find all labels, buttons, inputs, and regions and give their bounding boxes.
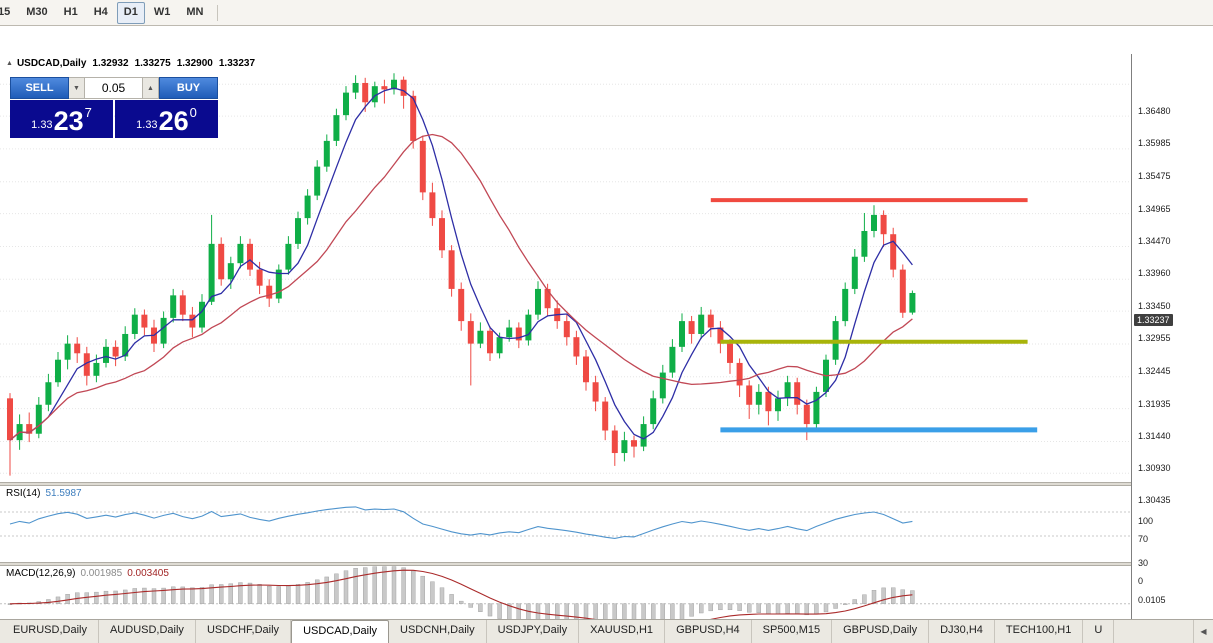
chart-low-value: 1.32900 [176, 58, 213, 69]
chart-high-value: 1.33275 [134, 58, 171, 69]
price-tick: 1.36480 [1138, 106, 1171, 117]
rsi-line [9, 506, 913, 539]
chart-header: ▲ USDCAD,Daily 1.32932 1.33275 1.32900 1.3323… [6, 58, 255, 69]
rsi-scale-tick: 70 [1138, 534, 1149, 544]
toolbar-separator [217, 4, 219, 21]
symbol-tab-usdjpy[interactable]: USDJPY,Daily [487, 620, 580, 643]
timeframe-button-h1[interactable]: H1 [63, 5, 78, 18]
symbol-tab-xauusd[interactable]: XAUUSD,H1 [579, 620, 666, 643]
price-tick: 1.30435 [1138, 495, 1171, 506]
price-tick: 1.33450 [1138, 301, 1171, 312]
chart-close-value: 1.33237 [218, 58, 256, 69]
timeframe-button-15[interactable]: 15 [0, 5, 11, 18]
chart-symbol-label: USDCAD,Daily [16, 58, 87, 69]
symbol-tab-list: EURUSD,Daily AUDUSD,Daily USDCHF,Daily USDC… [0, 620, 1213, 643]
timeframe-toolbar: 15 M30 H1 H4 D1 W1 MN [0, 0, 1213, 26]
chart-open-value: 1.32932 [92, 58, 129, 69]
price-gridlines [0, 83, 1131, 474]
symbol-tab-audusd[interactable]: AUDUSD,Daily [99, 620, 196, 643]
rsi-header: RSI(14) 51.5987 [6, 488, 82, 499]
volume-decrease-button[interactable]: ▼ [69, 77, 85, 99]
symbol-tab-dj30[interactable]: DJ30,H4 [929, 620, 995, 643]
macd-label: MACD(12,26,9) [6, 568, 76, 579]
symbol-tab-gbpusd[interactable]: GBPUSD,H4 [665, 620, 752, 643]
panel-splitter[interactable] [0, 482, 1213, 486]
tab-scroll-left-icon[interactable]: ◀ [1193, 620, 1213, 643]
buy-price-big: 26 [158, 106, 189, 137]
one-click-trade-panel: SELL ▼ ▲ BUY 1.33 23 7 1.33 26 0 [10, 77, 218, 138]
timeframe-button-d1[interactable]: D1 [116, 1, 145, 24]
panel-splitter[interactable] [0, 562, 1213, 566]
timeframe-button-h4[interactable]: H4 [93, 5, 108, 18]
buy-price-sup: 0 [189, 105, 197, 120]
symbol-tab-u[interactable]: U [1083, 620, 1115, 643]
sell-button[interactable]: SELL [10, 77, 69, 99]
main-price-chart[interactable] [0, 54, 1131, 482]
buy-price-display[interactable]: 1.33 26 0 [115, 100, 218, 138]
symbol-tab-gbpusd[interactable]: GBPUSD,Daily [832, 620, 930, 643]
symbol-tab-tech100[interactable]: TECH100,H1 [995, 620, 1084, 643]
timeframe-button-w1[interactable]: W1 [153, 5, 171, 18]
price-tick: 1.32445 [1138, 365, 1171, 376]
one-click-panel-toggle-icon[interactable]: ▲ [6, 60, 13, 67]
timeframe-button-group: 15 M30 H1 H4 D1 W1 MN [0, 1, 211, 24]
rsi-label: RSI(14) [6, 488, 41, 499]
symbol-tab-eurusd[interactable]: EURUSD,Daily [2, 620, 99, 643]
macd-indicator-chart[interactable] [0, 566, 1131, 630]
symbol-tab-usdcad[interactable]: USDCAD,Daily [291, 620, 390, 643]
macd-signal-line [9, 569, 913, 629]
rsi-scale-tick: 30 [1138, 558, 1149, 568]
rsi-scale-tick: 0 [1138, 576, 1144, 586]
macd-main-value: 0.001985 [80, 568, 123, 579]
rsi-scale-tick: 100 [1138, 516, 1154, 526]
symbol-tab-usdchf[interactable]: USDCHF,Daily [196, 620, 292, 643]
macd-signal-value: 0.003405 [127, 568, 169, 579]
price-tick: 1.34965 [1138, 203, 1171, 214]
price-tick: 1.35475 [1138, 170, 1171, 181]
current-price-tag: 1.33237 [1134, 313, 1173, 326]
macd-scale-tick: 0.0105 [1138, 595, 1166, 605]
sell-price-prefix: 1.33 [31, 119, 53, 131]
price-tick: 1.35985 [1138, 138, 1171, 149]
moving-average-fast-ma [9, 87, 913, 441]
buy-button[interactable]: BUY [159, 77, 218, 99]
volume-increase-button[interactable]: ▲ [143, 77, 159, 99]
symbol-tab-bar: EURUSD,Daily AUDUSD,Daily USDCHF,Daily USDC… [0, 619, 1213, 643]
moving-average-slow-ma [9, 133, 913, 441]
rsi-indicator-chart[interactable] [0, 486, 1131, 562]
price-tick: 1.31935 [1138, 398, 1171, 409]
sell-price-display[interactable]: 1.33 23 7 [10, 100, 113, 138]
macd-histogram [7, 566, 915, 630]
rsi-value: 51.5987 [45, 488, 82, 499]
symbol-tab-sp500[interactable]: SP500,M15 [752, 620, 833, 643]
price-tick: 1.33960 [1138, 268, 1171, 279]
symbol-tab-usdcnh[interactable]: USDCNH,Daily [389, 620, 487, 643]
chart-window: ▲ USDCAD,Daily 1.32932 1.33275 1.32900 1.3323… [0, 27, 1213, 643]
price-axis[interactable]: 1.36480 1.35985 1.35475 1.34965 1.34470 1.339… [1131, 54, 1213, 643]
timeframe-button-m30[interactable]: M30 [26, 5, 48, 18]
macd-header: MACD(12,26,9) 0.001985 0.003405 [6, 568, 169, 579]
price-tick: 1.30930 [1138, 463, 1171, 474]
price-tick: 1.31440 [1138, 430, 1171, 441]
price-tick: 1.32955 [1138, 333, 1171, 344]
price-tick: 1.34470 [1138, 235, 1171, 246]
volume-input[interactable] [85, 77, 143, 99]
buy-price-prefix: 1.33 [136, 119, 158, 131]
timeframe-button-mn[interactable]: MN [186, 5, 204, 18]
sell-price-sup: 7 [84, 105, 92, 120]
sell-price-big: 23 [53, 106, 84, 137]
